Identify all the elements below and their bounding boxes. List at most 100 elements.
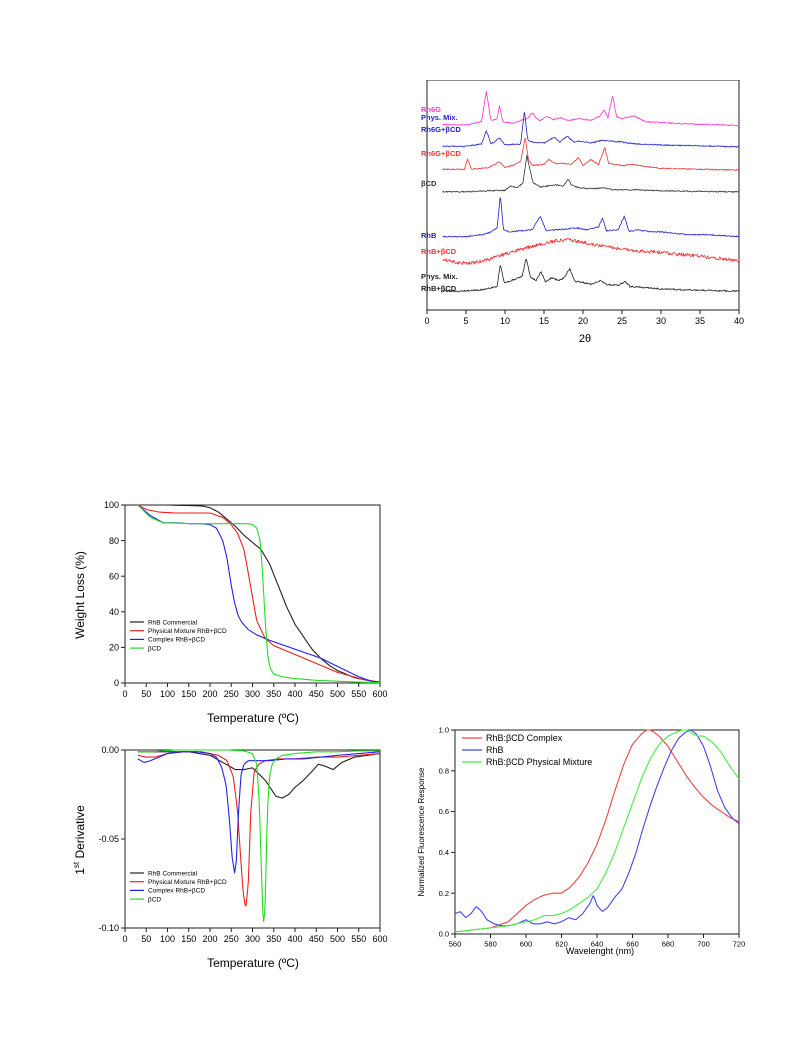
3-series-line — [454, 729, 740, 933]
x-tick-label: 50 — [141, 934, 151, 944]
x-tick-label: 100 — [160, 934, 175, 944]
x-tick-label: 400 — [287, 689, 302, 699]
tga-plot-area: 0 50 100 150 200 250 300 350 400 450 500 550 600 0 20 4… — [104, 500, 388, 699]
x-tick-label: 15 — [539, 316, 549, 326]
y-tick-label: -0.05 — [98, 834, 119, 844]
x-tick-label: 0 — [122, 934, 127, 944]
x-tick-label: 720 — [733, 940, 746, 949]
2-series-line — [137, 751, 380, 874]
xrd-series-label: Rh6G+βCD — [421, 125, 461, 134]
fluorescence-x-axis-label: Wavelenght (nm) — [566, 946, 634, 956]
x-tick-label: 580 — [484, 940, 497, 949]
x-tick-label: 700 — [697, 940, 710, 949]
legend-label: RhB — [486, 745, 504, 755]
x-tick-label: 20 — [578, 316, 588, 326]
x-tick-label: 200 — [202, 934, 217, 944]
x-tick-label: 660 — [626, 940, 639, 949]
fluorescence-plot-area: 560 580 600 620 640 660 680 700 720 0.0 0.2 0.4 0.6 0… — [439, 726, 746, 949]
xrd-series-line — [442, 155, 740, 193]
legend-label: Physical Mixture RhB+βCD — [148, 628, 227, 635]
xrd-series-label: RhB+βCD — [421, 284, 457, 293]
legend-label: βCD — [148, 896, 161, 903]
x-tick-label: 640 — [591, 940, 604, 949]
x-tick-label: 600 — [372, 934, 387, 944]
xrd-series-label: Phys. Mix. — [421, 272, 458, 281]
x-tick-label: 250 — [224, 689, 239, 699]
1-series-line — [137, 504, 380, 684]
x-tick-label: 10 — [500, 316, 510, 326]
y-tick-label: 40 — [109, 607, 119, 617]
tga-chart: 0 50 100 150 200 250 300 350 400 450 500 550 600 0 20 4… — [73, 500, 388, 725]
xrd-series-label: Rh6G+βCD — [421, 149, 461, 158]
legend-label: RhB Commercial — [148, 619, 198, 626]
y-tick-label: 20 — [109, 643, 119, 653]
x-tick-label: 450 — [309, 934, 324, 944]
x-tick-label: 500 — [330, 934, 345, 944]
3-series-line — [454, 729, 740, 933]
x-tick-label: 150 — [181, 934, 196, 944]
xrd-series-line — [442, 137, 740, 172]
x-tick-label: 0 — [122, 689, 127, 699]
x-tick-label: 40 — [734, 316, 744, 326]
x-tick-label: 35 — [695, 316, 705, 326]
xrd-x-axis-label: 2θ — [579, 333, 591, 345]
tga-y-axis-label: Weight Loss (%) — [73, 551, 87, 639]
plot-frame — [426, 80, 740, 311]
xrd-series-line — [442, 197, 740, 238]
fluorescence-y-axis-label: Normalized Fluorescence Response — [417, 767, 426, 897]
x-tick-label: 550 — [351, 689, 366, 699]
dtg-y-axis-label: 1st Derivative — [72, 805, 87, 875]
x-tick-label: 400 — [287, 934, 302, 944]
x-tick-label: 600 — [372, 689, 387, 699]
dtg-plot-area: 0 50 100 150 200 250 300 350 400 450 500 550 600 0.00… — [98, 745, 387, 944]
x-tick-label: 300 — [245, 689, 260, 699]
y-tick-label: 0.4 — [439, 848, 449, 857]
tga-x-axis-label: Temperature (ºC) — [207, 711, 299, 725]
x-tick-label: 560 — [449, 940, 462, 949]
xrd-series-line — [442, 237, 740, 265]
plot-frame — [124, 749, 381, 929]
xrd-series-line — [442, 90, 740, 127]
xrd-series-label: Phys. Mix. — [421, 113, 458, 122]
3-series-line — [454, 729, 740, 927]
1-series-line — [137, 504, 381, 683]
x-tick-label: 50 — [141, 689, 151, 699]
2-series-line — [137, 749, 380, 923]
dtg-x-axis-label: Temperature (ºC) — [207, 956, 299, 970]
y-tick-label: 100 — [104, 500, 119, 510]
x-tick-label: 500 — [330, 689, 345, 699]
x-tick-label: 300 — [245, 934, 260, 944]
xrd-series-label: RhB — [421, 231, 437, 240]
y-tick-label: 1.0 — [439, 726, 449, 735]
x-tick-label: 680 — [662, 940, 675, 949]
x-tick-label: 550 — [351, 934, 366, 944]
y-tick-label: 0.0 — [439, 930, 449, 939]
x-tick-label: 600 — [520, 940, 533, 949]
y-tick-label: -0.10 — [98, 923, 119, 933]
legend-label: Physical Mixture RhB+βCD — [148, 879, 227, 886]
xrd-series-line — [442, 258, 740, 293]
y-tick-label: 0.8 — [439, 766, 449, 775]
x-tick-label: 350 — [266, 934, 281, 944]
dtg-chart: 0 50 100 150 200 250 300 350 400 450 500 550 600 0.00… — [72, 745, 388, 970]
x-tick-label: 0 — [424, 316, 429, 326]
y-tick-label: 0.00 — [101, 745, 119, 755]
x-tick-label: 100 — [160, 689, 175, 699]
legend-label: βCD — [148, 645, 161, 652]
x-tick-label: 200 — [202, 689, 217, 699]
x-tick-label: 25 — [617, 316, 627, 326]
1-series-line — [137, 504, 381, 683]
y-tick-label: 0 — [114, 678, 119, 688]
y-tick-label: 60 — [109, 571, 119, 581]
y-tick-label: 0.6 — [439, 807, 449, 816]
fluorescence-chart: 560 580 600 620 640 660 680 700 720 0.0 0.2 0.4 0.6 0… — [417, 726, 746, 956]
xrd-series-label: RhB+βCD — [421, 247, 457, 256]
y-tick-label: 80 — [109, 536, 119, 546]
xrd-series-label: βCD — [421, 179, 437, 188]
x-tick-label: 250 — [224, 934, 239, 944]
legend-label: Complex RhB+βCD — [148, 637, 205, 644]
legend-label: Complex RhB+βCD — [148, 888, 205, 895]
y-tick-label: 0.2 — [439, 889, 449, 898]
x-tick-label: 30 — [656, 316, 666, 326]
